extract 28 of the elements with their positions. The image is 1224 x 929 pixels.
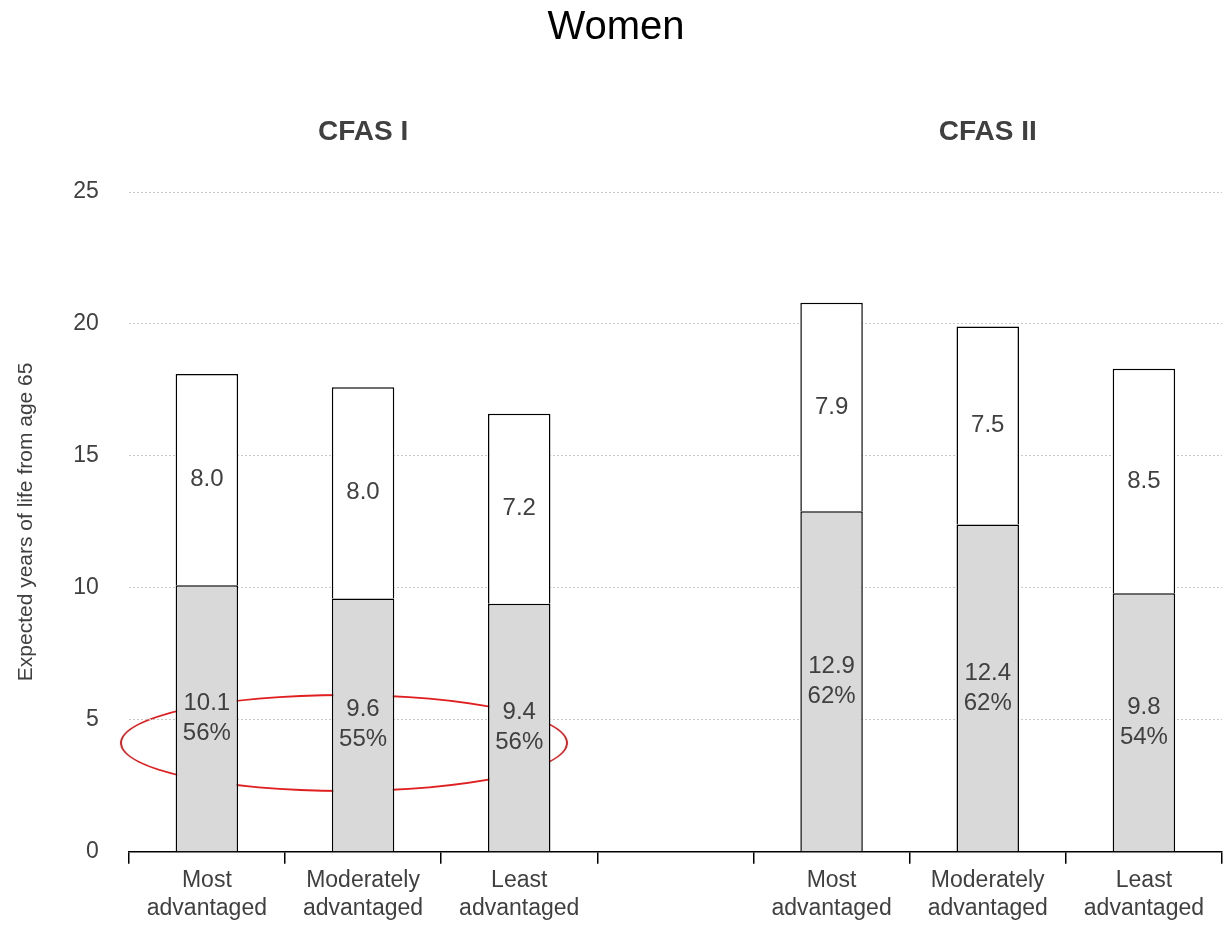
text: CFAS I <box>317 114 409 146</box>
x-tick-label: Moderately advantaged <box>927 865 1048 920</box>
data-label: 8.0 <box>346 477 380 505</box>
y-axis-title: Expected years of life from age 65 <box>13 362 37 682</box>
data-label: 12.4 62% <box>963 657 1012 715</box>
x-tick-label: Moderately advantaged <box>302 865 424 920</box>
x-tick-label: Least advantaged <box>1083 865 1205 920</box>
y-tick-label: 5 <box>85 705 99 732</box>
data-label: 10.1 56% <box>182 687 231 745</box>
data-label: 7.9 <box>814 391 849 419</box>
x-tick-label: Least advantaged <box>459 865 580 920</box>
x-tick-label: Most advantaged <box>771 865 892 920</box>
text: CFAS II <box>938 114 1037 146</box>
y-tick-label: 10 <box>73 573 99 600</box>
data-label: 9.8 54% <box>1119 691 1168 749</box>
data-label: 8.5 <box>1127 465 1161 493</box>
y-tick-label: 25 <box>73 177 99 204</box>
chart-title: Women <box>547 3 685 48</box>
data-label: 9.4 56% <box>495 697 544 755</box>
data-label: 9.6 55% <box>339 694 388 752</box>
y-tick-label: 20 <box>73 309 99 336</box>
data-label: 7.5 <box>971 410 1005 438</box>
data-label: 12.9 62% <box>807 650 856 708</box>
y-tick-label: 0 <box>85 837 99 864</box>
x-tick-label: Most advantaged <box>146 865 267 920</box>
data-label: 8.0 <box>190 464 224 492</box>
data-label: 7.2 <box>502 493 536 521</box>
y-tick-label: 15 <box>73 441 99 468</box>
